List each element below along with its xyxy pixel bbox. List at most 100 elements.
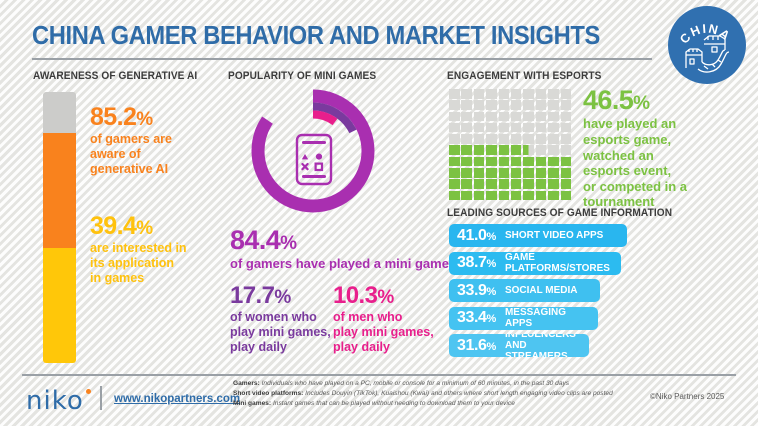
stat-esports: 46.5% have played an esports game, watch… [583,86,751,210]
footnote-line: Short video platforms: Includes Douyin (… [233,390,613,398]
bar-segment-interested [43,248,76,363]
waffle-cell [535,100,547,110]
stat-awareness-desc: of gamers are aware of generative AI [90,132,172,176]
stat-interest-desc: are interested in its application in gam… [90,241,187,285]
waffle-cell [486,145,497,156]
waffle-cell [510,145,522,156]
waffle-cell [535,134,547,144]
footer-divider [22,374,736,376]
waffle-cell [560,89,572,99]
source-bar-1: 41.0% SHORT VIDEO APPS [449,224,627,247]
waffle-cell [461,134,472,144]
waffle-cell [486,168,497,178]
donut-arc-84 [251,89,375,213]
mobile-phone-game-icon [295,133,333,186]
waffle-cell [449,122,460,133]
website-link[interactable]: www.nikopartners.com [114,393,241,405]
waffle-cell [510,168,522,178]
waffle-cell [461,156,472,167]
source-bar-label: INFLUENCERS AND STREAMERS [504,334,576,357]
niko-logo-dot-icon [86,389,91,394]
stat-men-desc: of men who play mini games, play daily [333,310,434,354]
waffle-cell [510,122,522,133]
source-bar-2: 38.7% GAME PLATFORMS/STORES [449,251,621,275]
waffle-cell [523,179,534,189]
source-bar-label: SHORT VIDEO APPS [504,228,604,241]
waffle-cell [486,89,497,99]
waffle-cell [548,100,559,110]
footnote-line: Mini games: Instant games that can be pl… [233,400,515,408]
stat-women-value: 17.7% [230,282,291,309]
waffle-cell [449,190,460,201]
minigames-donut-chart [251,89,375,213]
waffle-cell [498,134,510,144]
stat-women-desc: of women who play mini games, play daily [230,310,331,354]
waffle-cell [498,89,510,99]
waffle-cell [449,111,460,122]
page-title: CHINA GAMER BEHAVIOR AND MARKET INSIGHTS [32,22,600,50]
stat-interest: 39.4% are interested in its application … [90,213,187,286]
waffle-cell [560,111,572,122]
waffle-cell [498,111,510,122]
waffle-cell [510,156,522,167]
waffle-cell [473,156,485,167]
waffle-cell [473,190,485,201]
waffle-cell [486,179,497,189]
waffle-cell [535,156,547,167]
niko-logo: niko [26,386,84,416]
donut-arc-17 [264,102,362,200]
source-bar-value: 41.0% [457,226,496,244]
waffle-cell [560,134,572,144]
waffle-cell [548,111,559,122]
waffle-cell [498,190,510,201]
waffle-cell [510,89,522,99]
waffle-cell [523,134,534,144]
waffle-cell [535,89,547,99]
source-bar-value: 38.7% [457,254,496,271]
waffle-cell [461,111,472,122]
waffle-cell [461,100,472,110]
waffle-cell [473,111,485,122]
waffle-cell [449,100,460,110]
waffle-cell [486,122,497,133]
waffle-cell [548,89,559,99]
waffle-cell [498,145,510,156]
donut-arc-10 [272,110,354,192]
footnotes: Gamers: Individuals who have played on a… [233,379,613,409]
waffle-cell [535,145,547,156]
section-heading-awareness: AWARENESS OF GENERATIVE AI [33,70,198,82]
source-bar-value: 31.6% [457,336,496,354]
stat-minigames-value: 84.4% [230,225,297,255]
awareness-stacked-bar [43,92,76,363]
waffle-cell [560,122,572,133]
section-heading-esports: ENGAGEMENT WITH ESPORTS [447,70,602,82]
waffle-cell [523,145,534,156]
waffle-cell [535,168,547,178]
waffle-cell [473,89,485,99]
stat-men-daily: 10.3% of men who play mini games, play d… [333,283,434,354]
waffle-cell [535,179,547,189]
stat-men-value: 10.3% [333,282,394,309]
waffle-cell [523,100,534,110]
waffle-cell [473,145,485,156]
source-bar-label: MESSAGING APPS [504,306,566,329]
waffle-cell [510,179,522,189]
source-bar-3: 33.9% SOCIAL MEDIA [449,279,600,302]
great-wall-icon: CHINA [677,22,732,73]
stat-awareness-value: 85.2% [90,103,153,131]
waffle-cell [461,190,472,201]
esports-waffle-chart [449,89,573,202]
waffle-cell [449,156,460,167]
waffle-cell [535,122,547,133]
stat-esports-desc: have played an esports game, watched an … [583,116,688,210]
waffle-cell [523,89,534,99]
waffle-cell [498,168,510,178]
waffle-cell [498,100,510,110]
waffle-cell [560,168,572,178]
china-badge: CHINA [668,6,746,84]
bar-segment-aware [43,133,76,248]
waffle-cell [461,179,472,189]
waffle-cell [560,100,572,110]
source-bar-label: GAME PLATFORMS/STORES [504,251,610,274]
waffle-cell [473,179,485,189]
